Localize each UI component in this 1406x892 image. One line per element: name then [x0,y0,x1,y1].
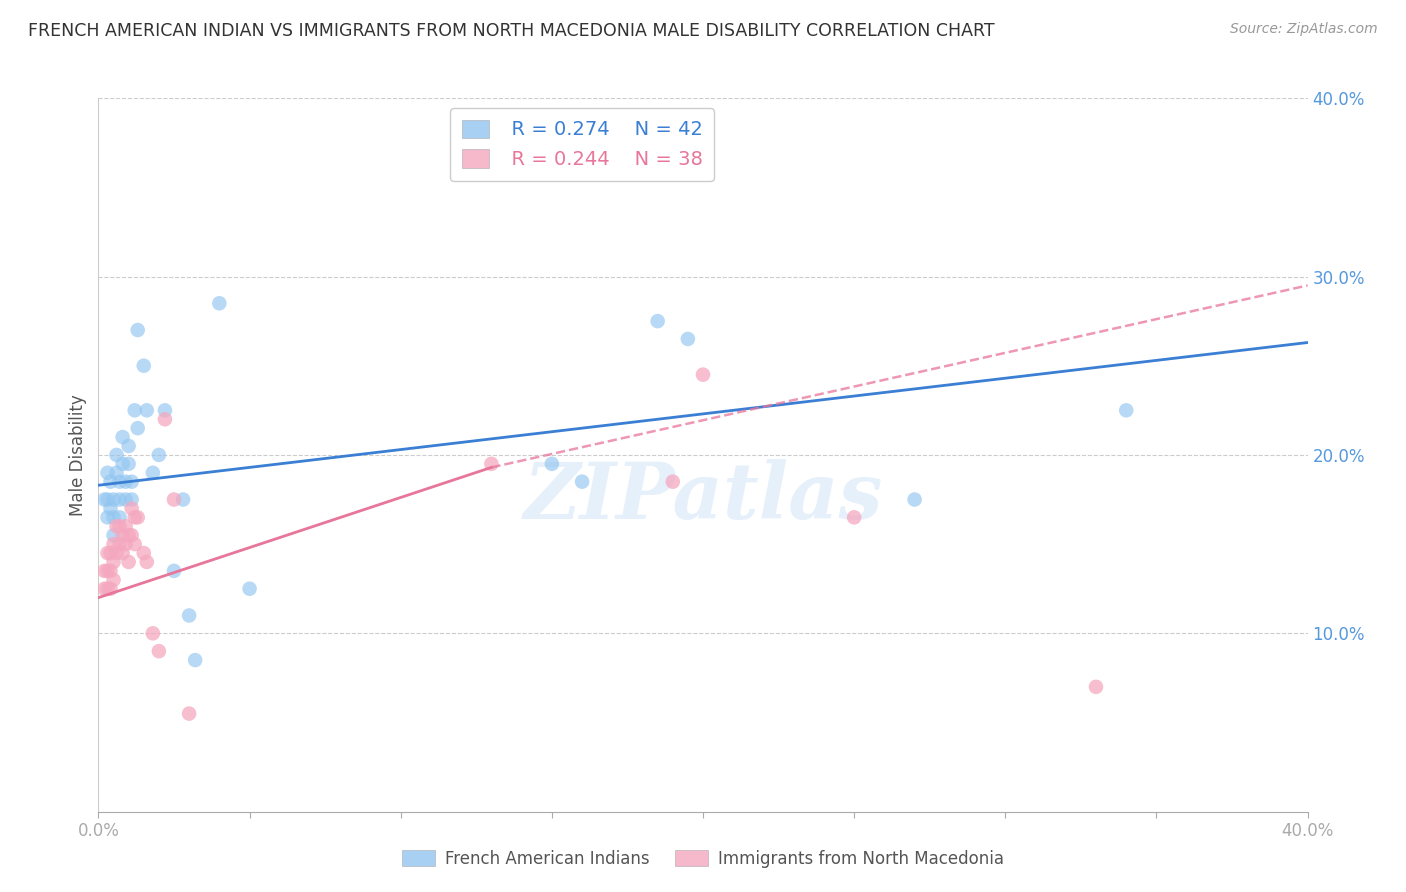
Point [103,510,125,524]
Point [96,492,118,507]
Point [121,528,143,542]
Point [100,501,122,516]
Point [93,582,115,596]
Point [93,492,115,507]
Point [127,510,149,524]
Point [208,296,231,310]
Point [103,537,125,551]
Point [127,421,149,435]
Point [124,403,146,417]
Point [114,519,136,533]
Point [103,492,125,507]
Point [96,564,118,578]
Point [571,475,593,489]
Point [118,528,141,542]
Point [111,546,134,560]
Point [148,448,170,462]
Point [105,519,128,533]
Point [121,492,143,507]
Point [904,492,927,507]
Point [179,706,201,721]
Point [93,564,115,578]
Point [163,564,186,578]
Point [103,573,125,587]
Point [662,475,685,489]
Point [105,466,128,480]
Point [135,403,157,417]
Point [142,466,165,480]
Point [135,555,157,569]
Point [153,412,176,426]
Point [1085,680,1108,694]
Point [96,546,118,560]
Point [163,492,186,507]
Point [844,510,866,524]
Point [647,314,669,328]
Point [108,492,131,507]
Point [124,510,146,524]
Point [481,457,503,471]
Point [114,492,136,507]
Point [692,368,714,382]
Point [100,582,122,596]
Point [184,653,207,667]
Point [121,475,143,489]
Point [105,546,128,560]
Text: FRENCH AMERICAN INDIAN VS IMMIGRANTS FROM NORTH MACEDONIA MALE DISABILITY CORREL: FRENCH AMERICAN INDIAN VS IMMIGRANTS FRO… [28,22,995,40]
Point [676,332,699,346]
Text: ZIPatlas: ZIPatlas [523,459,883,536]
Point [100,564,122,578]
Point [118,555,141,569]
Point [132,546,155,560]
Text: Source: ZipAtlas.com: Source: ZipAtlas.com [1230,22,1378,37]
Y-axis label: Male Disability: Male Disability [69,394,87,516]
Point [114,537,136,551]
Point [103,528,125,542]
Point [103,555,125,569]
Point [111,457,134,471]
Point [114,475,136,489]
Point [179,608,201,623]
Legend: French American Indians, Immigrants from North Macedonia: French American Indians, Immigrants from… [395,844,1011,875]
Point [108,537,131,551]
Point [100,475,122,489]
Point [96,466,118,480]
Point [118,457,141,471]
Point [148,644,170,658]
Point [540,457,562,471]
Point [111,528,134,542]
Point [96,510,118,524]
Point [239,582,262,596]
Point [100,546,122,560]
Point [118,439,141,453]
Point [108,475,131,489]
Point [132,359,155,373]
Point [127,323,149,337]
Point [1115,403,1137,417]
Point [153,403,176,417]
Point [108,519,131,533]
Point [124,537,146,551]
Point [172,492,194,507]
Point [111,430,134,444]
Point [142,626,165,640]
Point [96,582,118,596]
Point [105,448,128,462]
Point [121,501,143,516]
Point [108,510,131,524]
